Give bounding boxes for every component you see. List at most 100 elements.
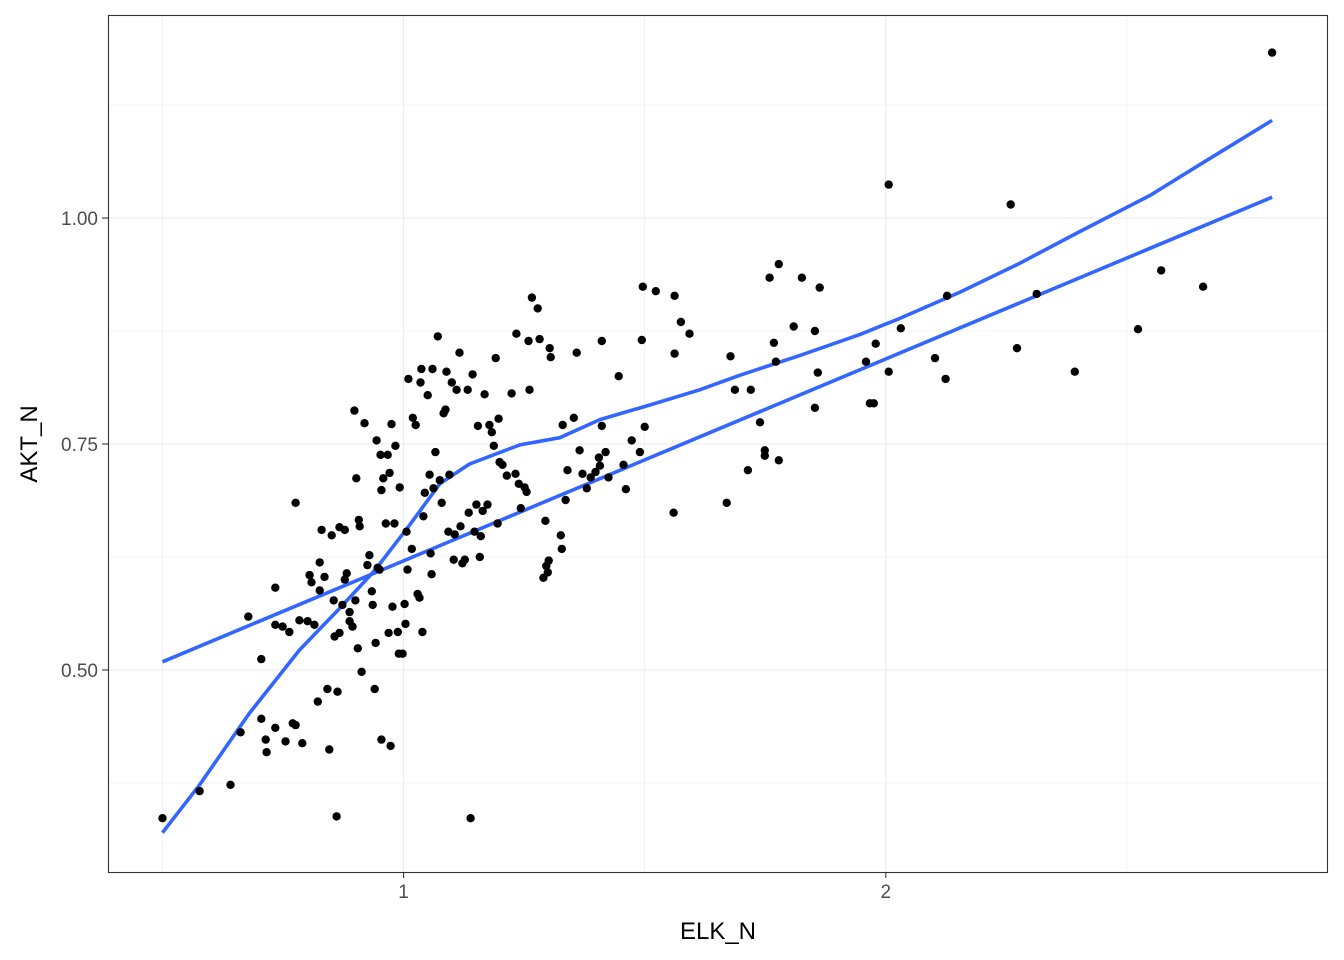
data-point [670,291,679,300]
data-point [489,441,498,450]
data-point [578,469,587,478]
data-point [447,378,456,387]
loess-smooth-line [161,118,1274,834]
data-point [586,473,595,482]
x-tick-label: 1 [398,882,409,903]
data-point [871,339,880,348]
data-point [261,735,270,744]
data-point [365,551,374,560]
data-point [470,527,479,536]
data-point [285,627,294,637]
data-point [367,587,376,596]
data-point [1032,289,1041,299]
x-axis-title: ELK_N [680,918,756,945]
data-point [372,436,381,445]
data-point [541,516,550,525]
y-tick-label: 1.00 [61,209,98,230]
data-point [333,687,342,696]
data-point [379,474,388,483]
data-point [535,334,544,344]
data-point [427,570,436,579]
data-point [480,390,489,399]
data-point [669,508,678,517]
data-point [640,422,649,431]
data-point [329,596,338,605]
data-point [345,607,354,617]
data-point [342,569,351,578]
data-point [722,498,731,507]
data-point [755,418,765,427]
data-point [393,627,402,637]
data-point [350,406,359,415]
data-point [455,348,464,357]
data-point [388,602,397,611]
data-point [884,367,893,376]
data-point [348,622,357,631]
data-point [582,484,591,493]
data-point [257,654,266,664]
data-point [450,530,459,539]
data-point [353,644,362,653]
data-point [415,593,424,602]
data-point [385,468,394,478]
data-point [810,403,820,412]
data-point [468,370,477,379]
data-point [281,737,290,746]
data-point [635,447,645,457]
data-point [466,814,475,823]
data-point [557,544,566,554]
data-point [533,304,542,313]
data-point [425,470,434,479]
data-point [1012,344,1022,353]
data-point [651,287,660,296]
data-point [400,599,409,609]
data-point [368,600,377,610]
data-point [516,504,525,513]
data-point [305,570,314,580]
data-point [512,329,521,338]
data-point [472,500,481,509]
data-point [442,367,451,376]
data-point [487,428,496,437]
data-point [226,780,235,789]
data-point [387,419,396,429]
data-point [408,413,417,422]
data-point [158,814,167,823]
data-point [743,466,753,475]
data-point [437,498,446,507]
data-point [507,389,516,398]
data-point [381,519,390,528]
data-point [493,519,502,528]
data-point [511,469,520,478]
data-point [313,697,322,706]
data-point [295,616,304,625]
data-point [236,728,245,737]
data-point [332,812,341,821]
data-point [544,556,553,565]
data-point [627,436,636,445]
data-point [676,317,686,327]
data-point [771,357,781,366]
data-point [502,471,511,480]
data-point [546,353,555,362]
data-point [769,338,779,347]
smooth-lines [161,118,1274,834]
data-point [525,385,534,394]
data-point [460,555,469,564]
data-point [320,572,329,582]
data-point [760,451,769,460]
data-point [291,720,300,730]
data-point [485,420,494,430]
data-point [545,344,554,353]
data-point [637,335,646,345]
data-point [435,476,444,485]
data-point [896,324,905,333]
data-point [941,374,950,384]
data-point [730,385,740,394]
data-point [1133,325,1143,334]
data-point [335,628,344,638]
y-tick-label: 0.50 [61,661,98,682]
data-point [942,291,952,300]
data-point [419,512,428,521]
linear-smooth-line [161,195,1273,664]
